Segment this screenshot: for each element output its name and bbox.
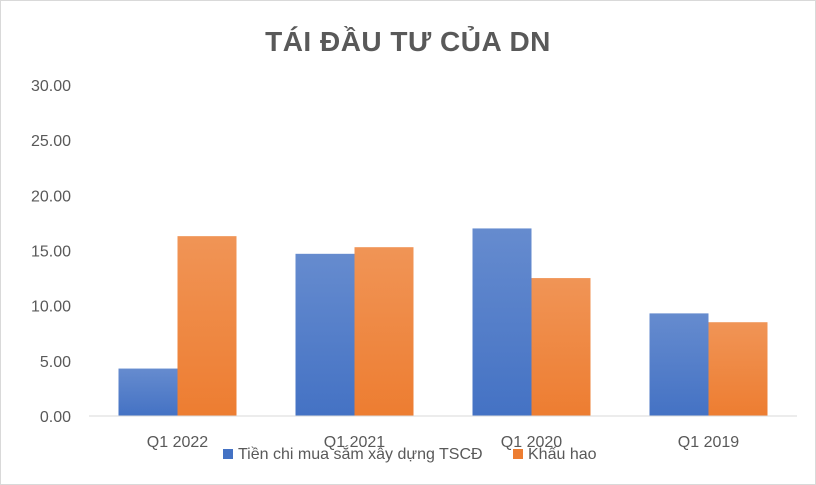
legend-label: Tiền chi mua sắm xây dựng TSCĐ bbox=[238, 444, 483, 463]
legend-label: Khấu hao bbox=[528, 446, 597, 463]
y-tick-label: 5.00 bbox=[40, 354, 71, 371]
x-tick-label: Q1 2021 bbox=[324, 434, 385, 451]
bar-khau-hao bbox=[531, 278, 591, 416]
chart-title: TÁI ĐẦU TƯ CỦA DN bbox=[265, 25, 551, 57]
y-tick-label: 30.00 bbox=[31, 78, 71, 95]
bar-khau-hao bbox=[354, 247, 414, 416]
y-tick-label: 15.00 bbox=[31, 244, 71, 261]
bars bbox=[118, 228, 768, 416]
bar-khau-hao bbox=[708, 322, 768, 416]
bar-tscd bbox=[295, 253, 355, 416]
bar-tscd bbox=[649, 313, 709, 416]
legend-swatch bbox=[223, 449, 233, 459]
y-tick-label: 25.00 bbox=[31, 133, 71, 150]
y-tick-label: 20.00 bbox=[31, 188, 71, 205]
y-tick-label: 0.00 bbox=[40, 409, 71, 426]
bar-tscd bbox=[118, 368, 178, 416]
legend-swatch bbox=[513, 449, 523, 459]
x-tick-label: Q1 2019 bbox=[678, 434, 739, 451]
bar-tscd bbox=[472, 228, 532, 416]
legend: Tiền chi mua sắm xây dựng TSCĐ Khấu hao bbox=[223, 444, 597, 463]
y-tick-label: 10.00 bbox=[31, 299, 71, 316]
x-axis: Q1 2022 Q1 2021 Q1 2020 Q1 2019 bbox=[89, 415, 797, 451]
bar-khau-hao bbox=[177, 236, 237, 416]
x-tick-label: Q1 2020 bbox=[501, 434, 562, 451]
y-axis: 0.00 5.00 10.00 15.00 20.00 25.00 30.00 bbox=[31, 78, 71, 426]
x-tick-label: Q1 2022 bbox=[147, 434, 208, 451]
